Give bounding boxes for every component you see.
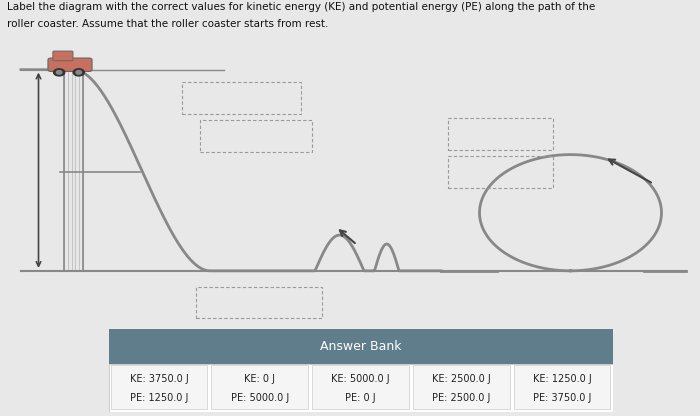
FancyBboxPatch shape [48,58,92,72]
Text: KE: 2500.0 J: KE: 2500.0 J [432,374,491,384]
Text: PE: 1250.0 J: PE: 1250.0 J [130,393,188,403]
Text: PE: 2500.0 J: PE: 2500.0 J [432,393,491,403]
Text: Answer Bank: Answer Bank [320,339,401,353]
FancyBboxPatch shape [53,51,73,61]
Text: PE: 3750.0 J: PE: 3750.0 J [533,393,592,403]
Bar [111,365,207,409]
Text: Label the diagram with the correct values for kinetic energy (KE) and potential : Label the diagram with the correct value… [7,2,595,12]
Bar [448,118,553,150]
Circle shape [76,71,81,74]
Circle shape [74,69,84,76]
Text: KE: 5000.0 J: KE: 5000.0 J [331,374,390,384]
Text: KE: 3750.0 J: KE: 3750.0 J [130,374,188,384]
Bar [211,365,308,409]
Bar [312,365,409,409]
Text: PE: 0 J: PE: 0 J [345,393,376,403]
Bar [196,287,322,318]
Bar [108,364,612,412]
Bar [413,365,510,409]
Bar [108,329,612,364]
Circle shape [56,71,62,74]
Text: KE: 0 J: KE: 0 J [244,374,275,384]
Bar [199,120,312,152]
Circle shape [53,69,64,76]
Bar [514,365,610,409]
Text: roller coaster. Assume that the roller coaster starts from rest.: roller coaster. Assume that the roller c… [7,19,328,29]
Text: PE: 5000.0 J: PE: 5000.0 J [230,393,289,403]
Bar [448,156,553,188]
Bar [182,82,301,114]
Text: KE: 1250.0 J: KE: 1250.0 J [533,374,592,384]
